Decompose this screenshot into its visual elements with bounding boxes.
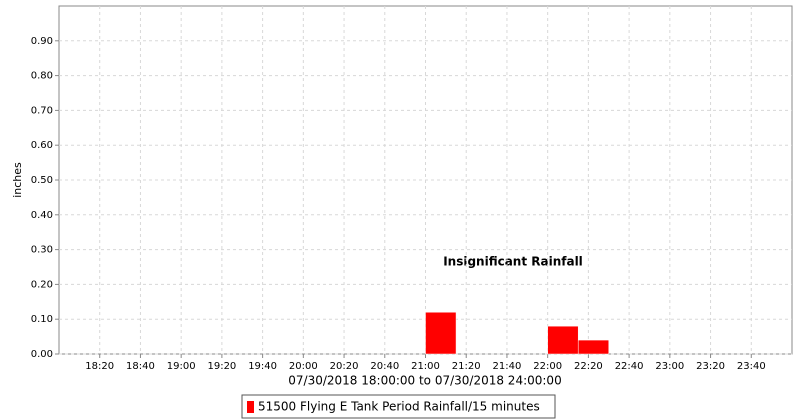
x-tick-label: 20:40 xyxy=(370,361,399,372)
y-tick-label: 0.00 xyxy=(31,349,53,360)
y-tick-label: 0.70 xyxy=(31,105,53,116)
x-tick-label: 19:40 xyxy=(248,361,277,372)
y-tick-label: 0.50 xyxy=(31,175,53,186)
x-tick-label: 21:00 xyxy=(411,361,440,372)
x-tick-label: 23:40 xyxy=(737,361,766,372)
x-tick-label: 18:20 xyxy=(85,361,114,372)
x-tick-label: 20:20 xyxy=(330,361,359,372)
y-tick-label: 0.90 xyxy=(31,36,53,47)
x-tick-label: 18:40 xyxy=(126,361,155,372)
x-tick-label: 21:20 xyxy=(452,361,481,372)
x-tick-label: 22:40 xyxy=(615,361,644,372)
bar xyxy=(547,325,579,355)
x-tick-label: 20:00 xyxy=(289,361,318,372)
y-tick-label: 0.80 xyxy=(31,71,53,82)
bar xyxy=(425,311,457,355)
x-tick-label: 21:40 xyxy=(493,361,522,372)
x-tick-label: 23:00 xyxy=(655,361,684,372)
y-tick-label: 0.20 xyxy=(31,279,53,290)
x-tick-label: 23:20 xyxy=(696,361,725,372)
x-tick-label: 19:20 xyxy=(207,361,236,372)
y-axis-label: inches xyxy=(11,162,24,198)
x-tick-label: 22:00 xyxy=(533,361,562,372)
y-tick-label: 0.30 xyxy=(31,245,53,256)
legend-label: 51500 Flying E Tank Period Rainfall/15 m… xyxy=(258,400,540,414)
legend-swatch xyxy=(247,401,254,413)
x-tick-label: 22:20 xyxy=(574,361,603,372)
y-tick-label: 0.40 xyxy=(31,210,53,221)
x-axis-label: 07/30/2018 18:00:00 to 07/30/2018 24:00:… xyxy=(288,374,561,388)
y-tick-label: 0.10 xyxy=(31,314,53,325)
bar xyxy=(577,339,609,355)
annotation: Insignificant Rainfall xyxy=(443,255,583,269)
y-tick-label: 0.60 xyxy=(31,140,53,151)
legend xyxy=(241,394,556,419)
x-tick-label: 19:00 xyxy=(167,361,196,372)
